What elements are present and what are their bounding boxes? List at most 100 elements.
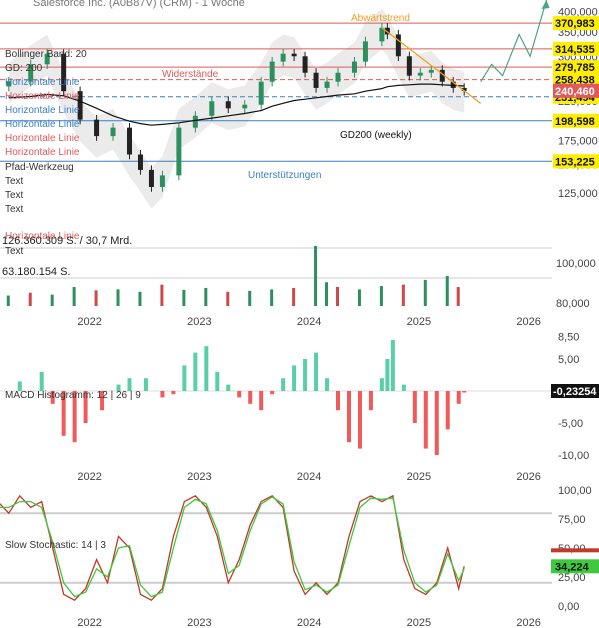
price-level-label: 258,438 bbox=[555, 75, 595, 87]
gd200-label: GD200 (weekly) bbox=[340, 130, 412, 141]
volume-bar bbox=[116, 289, 120, 306]
price-level-label: 198,598 bbox=[555, 116, 595, 128]
x-axis-year: 2025 bbox=[407, 617, 431, 628]
macd-bar bbox=[61, 391, 66, 436]
volume-bar bbox=[292, 287, 296, 306]
macd-value: -0,23254 bbox=[553, 386, 597, 398]
macd-bar bbox=[226, 384, 231, 391]
macd-panel: 8,50 5,00 -5,00 -10,00 -0,23254 2022 2023 2024 2… bbox=[0, 332, 599, 483]
price-candle bbox=[28, 64, 34, 82]
macd-bar bbox=[248, 391, 253, 404]
h-line-label[interactable]: Horizontale Linie bbox=[5, 133, 80, 144]
x-axis-year: 2024 bbox=[297, 471, 321, 483]
text-label[interactable]: Text bbox=[5, 176, 24, 187]
pfad-label[interactable]: Pfad-Werkzeug bbox=[5, 162, 74, 173]
gd-label[interactable]: GD: 200 bbox=[5, 63, 43, 74]
h-line-label[interactable]: Horizontale Linie bbox=[5, 147, 80, 158]
text-label[interactable]: Text bbox=[5, 204, 24, 215]
bollinger-label[interactable]: Bollinger Band: 20 bbox=[5, 49, 87, 60]
price-level-tag bbox=[553, 60, 599, 75]
price-candle bbox=[379, 27, 385, 42]
x-axis-year: 2024 bbox=[297, 316, 321, 328]
resistance-label: Widerstände bbox=[162, 69, 219, 80]
h-line-label[interactable]: Horizontale Linie bbox=[5, 231, 80, 242]
x-axis-year: 2026 bbox=[516, 471, 540, 483]
h-line-label[interactable]: Horizontale Linie bbox=[5, 91, 80, 102]
price-level-label: 279,785 bbox=[555, 62, 595, 74]
price-candle bbox=[258, 81, 264, 105]
price-level-tag bbox=[553, 41, 599, 56]
volume-bar bbox=[226, 291, 230, 306]
stoch-axis-tick: 25,00 bbox=[558, 572, 586, 584]
macd-bar bbox=[72, 391, 77, 443]
volume-bar bbox=[204, 287, 208, 306]
macd-bar bbox=[160, 391, 165, 398]
stoch-line bbox=[0, 496, 465, 598]
price-candle bbox=[269, 61, 275, 82]
x-axis-year: 2023 bbox=[187, 617, 211, 628]
price-level-label: 240,460 bbox=[555, 86, 595, 98]
volume-bar bbox=[401, 284, 405, 306]
macd-bar bbox=[39, 371, 44, 391]
price-axis-tick: 175,000 bbox=[558, 136, 598, 148]
x-axis-year: 2022 bbox=[77, 617, 101, 628]
stoch-value-tag bbox=[551, 559, 599, 574]
volume-bar bbox=[28, 292, 32, 306]
volume-bar bbox=[325, 282, 329, 306]
h-line-label[interactable]: Horizontale Linie bbox=[5, 119, 80, 130]
macd-bar bbox=[390, 339, 395, 391]
price-candle bbox=[439, 69, 445, 82]
volume-bar bbox=[160, 284, 164, 306]
price-level-tag bbox=[553, 154, 599, 169]
price-candle bbox=[417, 72, 423, 76]
macd-bar bbox=[193, 352, 198, 391]
macd-axis-tick: 5,00 bbox=[558, 354, 579, 366]
price-candle bbox=[335, 72, 341, 82]
price-candle bbox=[61, 53, 67, 92]
x-axis-year: 2025 bbox=[407, 471, 431, 483]
price-candle bbox=[242, 104, 248, 109]
volume-axis-tick: 100,000 bbox=[556, 258, 596, 270]
bollinger-band bbox=[8, 8, 465, 209]
macd-bar bbox=[368, 391, 373, 411]
price-candle bbox=[324, 81, 330, 88]
macd-bar bbox=[270, 391, 275, 395]
price-candle bbox=[291, 53, 297, 57]
macd-bar bbox=[357, 391, 362, 449]
volume-total-label: 126.360.309 S. / 30,7 Mrd. bbox=[2, 235, 132, 247]
support-label: Unterstützungen bbox=[248, 170, 321, 181]
price-candle bbox=[302, 56, 308, 73]
price-candle bbox=[148, 169, 154, 187]
volume-panel: 100,000 80,000 2022 2023 2024 2025 2026 bbox=[0, 246, 596, 328]
macd-bar bbox=[100, 391, 105, 411]
macd-bar bbox=[346, 391, 351, 443]
text-label[interactable]: Text bbox=[5, 246, 24, 257]
price-level-label: 314,535 bbox=[555, 44, 595, 56]
price-candle bbox=[44, 53, 50, 65]
x-axis-year: 2026 bbox=[516, 617, 540, 628]
volume-bar bbox=[357, 289, 361, 306]
chart-title: Salesforce Inc. (A0B87V) (CRM) - 1 Woche bbox=[33, 0, 245, 9]
h-line-label[interactable]: Horizontale Linie bbox=[5, 105, 80, 116]
volume-bar bbox=[379, 286, 383, 306]
x-axis-year: 2023 bbox=[187, 471, 211, 483]
h-line-label[interactable]: Horizontale Linie bbox=[5, 77, 80, 88]
macd-label[interactable]: MACD Histogramm: 12 | 26 | 9 bbox=[5, 390, 141, 401]
stoch-axis-tick: 0,00 bbox=[558, 601, 579, 613]
price-candle bbox=[280, 53, 286, 62]
volume-bar bbox=[248, 290, 252, 306]
stoch-label[interactable]: Slow Stochastic: 14 | 3 bbox=[5, 540, 106, 551]
price-level-tag bbox=[553, 72, 599, 87]
price-candle bbox=[159, 175, 165, 187]
volume-axis-tick: 80,000 bbox=[556, 298, 590, 310]
price-candle bbox=[176, 127, 182, 176]
macd-bar bbox=[456, 391, 461, 404]
macd-bar bbox=[143, 378, 148, 391]
volume-bar bbox=[456, 287, 460, 306]
stoch-panel: 100,0075,0050,0025,000,0034,224202220232… bbox=[0, 485, 599, 628]
text-label[interactable]: Text bbox=[5, 190, 24, 201]
volume-last-label: 63.180.154 S. bbox=[2, 266, 71, 278]
price-candle bbox=[313, 72, 319, 88]
macd-bar bbox=[423, 391, 428, 449]
